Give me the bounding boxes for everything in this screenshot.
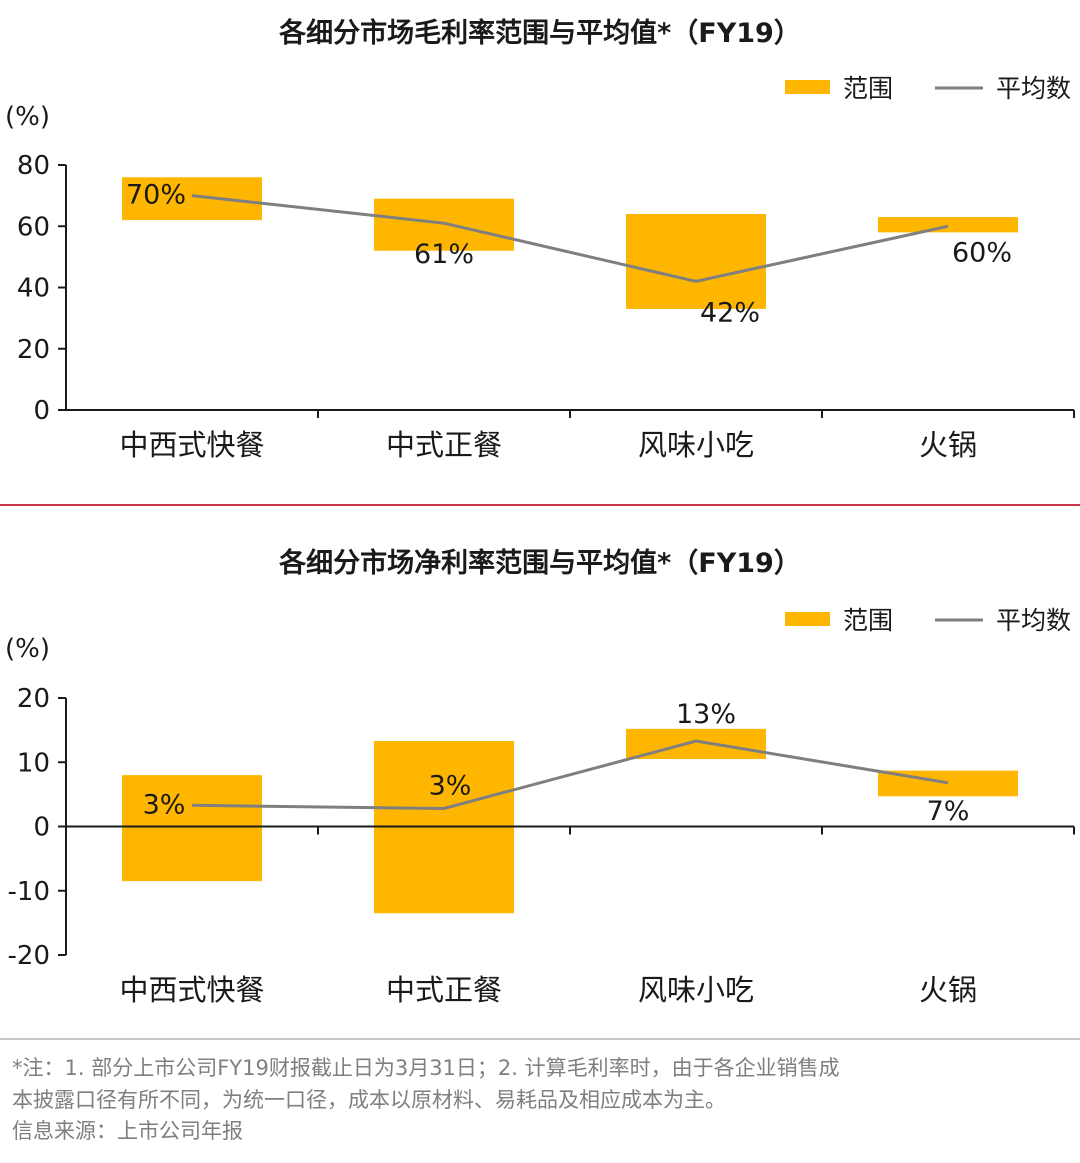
y-tick-label: -10: [8, 877, 50, 907]
gross-margin-chart: 各细分市场毛利率范围与平均值*（FY19） 范围 平均数 (%) 0 20 40 60 80 70…: [5, 17, 1075, 462]
footnote-line-1: *注：1. 部分上市公司FY19财报截止日为3月31日；2. 计算毛利率时，由于…: [12, 1056, 840, 1080]
legend-range-swatch: [785, 80, 830, 94]
y-axis-unit: (%): [5, 634, 50, 664]
range-bar: [122, 177, 262, 221]
average-data-label: 3%: [429, 771, 472, 802]
average-line: [191, 194, 949, 283]
legend-average-label: 平均数: [996, 74, 1071, 103]
average-data-label: 60%: [952, 237, 1012, 268]
chart-title: 各细分市场毛利率范围与平均值*（FY19）: [278, 17, 801, 49]
footnote-line-2: 本披露口径有所不同，为统一口径，成本以原材料、易耗品及相应成本为主。: [12, 1088, 726, 1112]
average-data-label: 42%: [700, 297, 760, 328]
legend-range-label: 范围: [843, 606, 893, 635]
y-axis-unit: (%): [5, 102, 50, 132]
y-tick-label: -20: [8, 941, 50, 971]
y-tick-label: 0: [33, 396, 50, 426]
y-tick-label: 80: [17, 151, 50, 181]
legend-range-swatch: [785, 612, 830, 626]
average-data-label: 13%: [676, 699, 736, 730]
average-line: [191, 739, 949, 811]
x-category-label: 中西式快餐: [119, 973, 264, 1007]
average-data-label: 61%: [414, 239, 474, 270]
average-data-label: 3%: [143, 789, 186, 820]
y-tick-label: 0: [33, 813, 50, 843]
x-category-label: 中西式快餐: [119, 428, 264, 462]
range-bar: [122, 775, 262, 882]
y-tick-label: 60: [17, 212, 50, 242]
average-data-label: 7%: [927, 796, 970, 827]
y-tick-label: 40: [17, 274, 50, 304]
x-category-label: 风味小吃: [638, 973, 754, 1007]
average-data-label: 70%: [126, 180, 186, 211]
legend-range-label: 范围: [843, 74, 893, 103]
footnote-divider: [0, 1038, 1080, 1040]
y-tick-label: 10: [17, 748, 50, 778]
x-category-label: 中式正餐: [386, 428, 502, 462]
net-margin-chart: 各细分市场净利率范围与平均值*（FY19） 范围 平均数 (%) -20 -10 0 10 20…: [5, 547, 1075, 1007]
x-category-label: 火锅: [919, 428, 977, 462]
chart-title: 各细分市场净利率范围与平均值*（FY19）: [278, 547, 801, 579]
y-tick-label: 20: [17, 684, 50, 714]
range-bar: [626, 214, 766, 309]
legend-average-label: 平均数: [996, 606, 1071, 635]
range-bar: [878, 217, 1018, 233]
section-divider: [0, 504, 1080, 506]
x-category-label: 火锅: [919, 973, 977, 1007]
y-tick-label: 20: [17, 335, 50, 365]
source-note: 信息来源：上市公司年报: [12, 1119, 243, 1143]
x-category-label: 风味小吃: [638, 428, 754, 462]
x-category-label: 中式正餐: [386, 973, 502, 1007]
